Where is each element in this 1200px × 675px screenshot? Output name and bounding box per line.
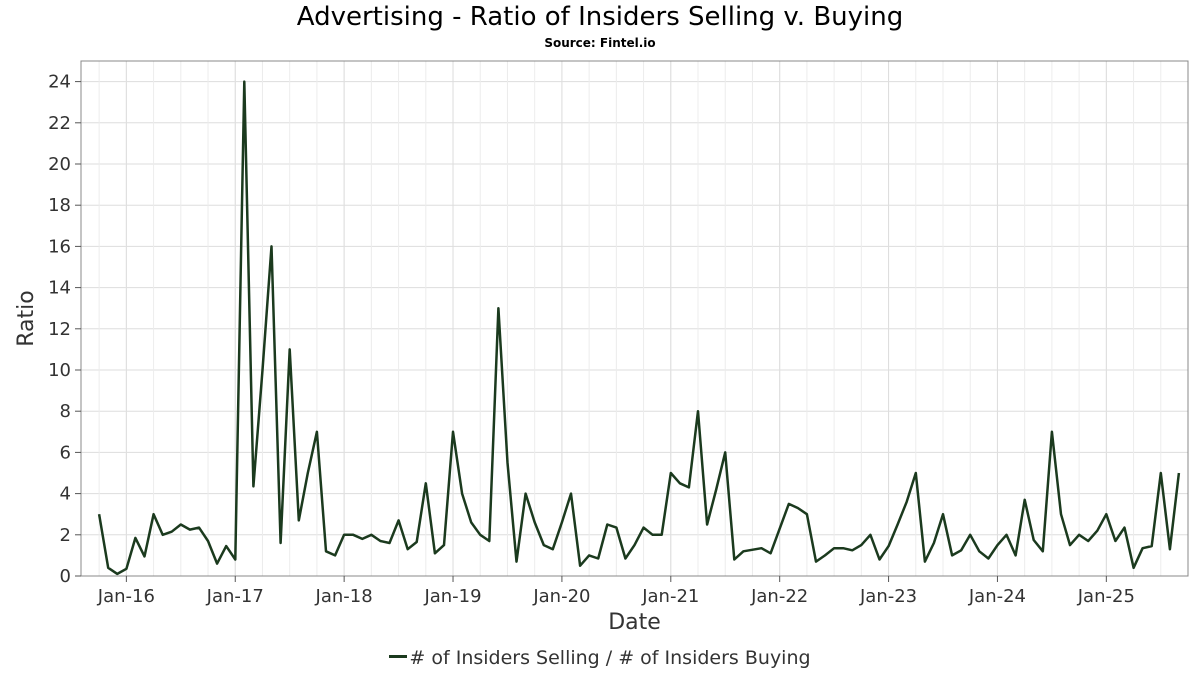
y-tick-label: 18	[48, 195, 71, 216]
x-axis-title: Date	[608, 610, 661, 635]
series-line	[97, 80, 1181, 576]
x-tick-label: Jan-21	[641, 586, 699, 607]
x-tick-label: Jan-19	[423, 586, 481, 607]
series-group	[97, 80, 1181, 576]
y-tick-label: 16	[48, 236, 71, 257]
y-tick-label: 4	[60, 484, 71, 505]
y-tick-label: 0	[60, 566, 71, 587]
x-tick-label: Jan-24	[968, 586, 1026, 607]
x-tick-label: Jan-16	[97, 586, 155, 607]
y-tick-label: 12	[48, 319, 71, 340]
x-axis: Jan-16 Jan-17 Jan-18 Jan-19 Jan-20 Jan-21 Jan-…	[97, 576, 1135, 607]
x-tick-label: Jan-18	[315, 586, 373, 607]
y-tick-label: 14	[48, 278, 71, 299]
y-axis-title: Ratio	[14, 290, 39, 346]
y-tick-label: 20	[48, 154, 71, 175]
x-tick-label: Jan-25	[1077, 586, 1135, 607]
legend: # of Insiders Selling / # of Insiders Bu…	[0, 647, 1200, 669]
x-tick-label: Jan-23	[859, 586, 917, 607]
grid-lines	[81, 61, 1189, 577]
chart-subtitle: Source: Fintel.io	[544, 36, 656, 50]
y-tick-label: 10	[48, 360, 71, 381]
plot-frame	[80, 60, 1189, 577]
y-tick-label: 6	[60, 442, 71, 463]
x-tick-label: Jan-17	[206, 586, 264, 607]
x-tick-label: Jan-20	[532, 586, 590, 607]
y-tick-label: 8	[60, 401, 71, 422]
chart-title: Advertising - Ratio of Insiders Selling …	[296, 2, 904, 32]
legend-swatch	[389, 655, 408, 658]
legend-label: # of Insiders Selling / # of Insiders Bu…	[409, 647, 811, 669]
y-tick-label: 24	[48, 72, 71, 93]
y-tick-label: 22	[48, 113, 71, 134]
x-tick-label: Jan-22	[750, 586, 808, 607]
y-tick-label: 2	[60, 525, 71, 546]
